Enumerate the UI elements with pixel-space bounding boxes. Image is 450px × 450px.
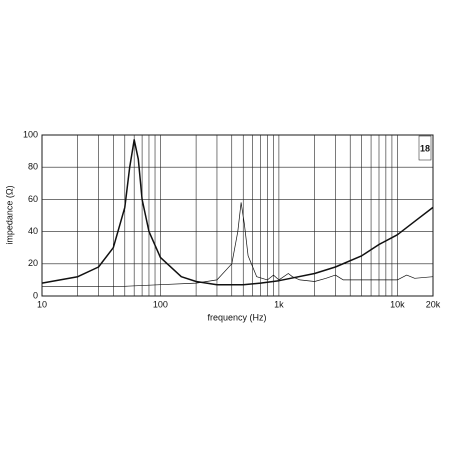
plot-frame — [41, 134, 434, 297]
x-tick-label: 10k — [390, 299, 405, 309]
y-tick-label: 100 — [23, 129, 38, 139]
y-tick-label: 80 — [28, 162, 38, 172]
y-tick-label: 20 — [28, 258, 38, 268]
x-axis-label: frequency (Hz) — [207, 312, 266, 322]
y-axis-label: impedance (Ω) — [4, 185, 14, 244]
logo: 18 — [418, 135, 432, 161]
y-tick-label: 60 — [28, 194, 38, 204]
y-tick-label: 40 — [28, 226, 38, 236]
logo-box — [418, 135, 432, 161]
impedance-line — [41, 139, 434, 286]
impedance-line — [42, 202, 434, 287]
x-tick-label: 1k — [274, 299, 284, 309]
x-tick-label: 10 — [37, 299, 47, 309]
y-tick-label: 0 — [33, 290, 38, 300]
logo-text: 18 — [420, 143, 430, 153]
x-tick-label: 100 — [153, 299, 168, 309]
x-tick-label: 20k — [426, 299, 441, 309]
